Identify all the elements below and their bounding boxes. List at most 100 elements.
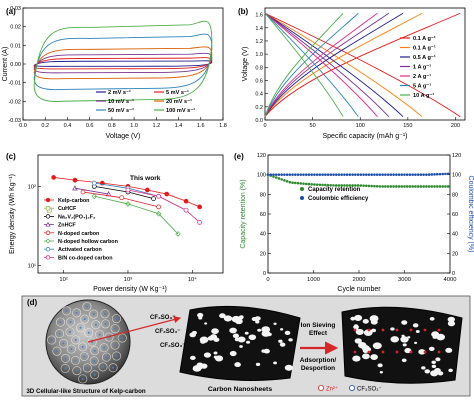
c-legend-marker bbox=[45, 197, 51, 203]
e-point bbox=[345, 184, 349, 187]
c-point bbox=[183, 198, 189, 204]
panel-b-frame bbox=[264, 7, 466, 121]
b-ytick-label: 0.2 bbox=[255, 105, 263, 111]
sphere-cell bbox=[59, 338, 69, 348]
e-point bbox=[310, 173, 313, 176]
nanosheet-pore bbox=[198, 316, 203, 320]
sphere-ion bbox=[98, 333, 101, 336]
nanosheet-pore bbox=[447, 316, 455, 323]
c-legend-marker bbox=[45, 247, 51, 252]
sphere-cell bbox=[47, 335, 57, 345]
e-point bbox=[362, 173, 365, 176]
b-legend-label: 5 A g⁻¹ bbox=[413, 83, 431, 90]
c-point bbox=[155, 210, 162, 217]
a-legend-label: 5 mV s⁻¹ bbox=[166, 89, 189, 96]
e-point bbox=[288, 180, 292, 184]
b-ytick-label: 1.2 bbox=[255, 39, 263, 45]
b-discharge-curve bbox=[264, 12, 404, 118]
sphere-ion bbox=[114, 344, 117, 347]
e-point bbox=[329, 183, 333, 187]
nanosheet-pore bbox=[197, 312, 204, 318]
c-ytick-label: 10² bbox=[28, 184, 36, 190]
e-point bbox=[364, 184, 368, 188]
c-point bbox=[72, 185, 78, 191]
e-point bbox=[337, 184, 341, 187]
a-xtick-label: 0.2 bbox=[41, 123, 49, 129]
sphere-cell bbox=[90, 370, 100, 380]
nanosheet-pore bbox=[401, 358, 407, 363]
c-xtick-label: 10² bbox=[59, 277, 67, 283]
e-point bbox=[299, 182, 303, 185]
sphere-ion bbox=[115, 317, 118, 320]
c-point bbox=[91, 180, 97, 186]
e-legend-label: Capacity retention bbox=[308, 187, 361, 193]
zn-ion bbox=[367, 350, 371, 354]
nanosheet-pore bbox=[418, 349, 426, 355]
panel-d: (d) CF₃SO₃⁻ CF₃SO₃⁻ CF₃SO₃⁻ Ion Sieving … bbox=[21, 295, 471, 397]
c-point bbox=[91, 193, 97, 200]
e-point bbox=[302, 182, 305, 185]
e-point bbox=[302, 173, 305, 176]
e-point bbox=[373, 173, 376, 176]
panel-b-xlabel: Specific capacity (mAh g⁻¹) bbox=[323, 133, 408, 140]
sphere-ion bbox=[62, 342, 65, 345]
e-xtick-label: 3000 bbox=[398, 277, 411, 283]
e-point bbox=[425, 173, 428, 176]
b-legend-label: 0.1 A g⁻¹ bbox=[413, 35, 436, 42]
panel-e-ylabel-right: Coulombic efficiency (%) bbox=[467, 176, 474, 253]
e-point bbox=[430, 173, 434, 176]
e-point bbox=[384, 173, 387, 176]
e-legend-label: Coulombic efficiency bbox=[308, 196, 369, 202]
e-point bbox=[408, 185, 412, 188]
e-point bbox=[313, 173, 316, 176]
e-point bbox=[414, 173, 417, 176]
sphere-cell bbox=[76, 323, 86, 333]
nanosheet-pore bbox=[251, 316, 258, 322]
nanosheet-pore bbox=[200, 363, 208, 369]
e-xtick-label: 0 bbox=[266, 277, 269, 283]
nanosheet-pore bbox=[235, 318, 243, 325]
sphere-ion bbox=[83, 318, 86, 321]
nanosheet-pore bbox=[370, 354, 378, 360]
b-legend-label: 2 A g⁻¹ bbox=[413, 73, 431, 80]
nanosheet-pore bbox=[377, 363, 383, 368]
nanosheet-pore bbox=[429, 317, 435, 321]
panel-a-xlabel: Voltage (V) bbox=[106, 133, 141, 140]
e-point bbox=[318, 173, 322, 176]
e-point bbox=[283, 173, 286, 176]
sphere-cell bbox=[108, 363, 118, 373]
e-point bbox=[272, 175, 275, 178]
sphere-ion bbox=[55, 350, 58, 353]
a-ytick-label: 0.00 bbox=[10, 62, 21, 68]
e-point bbox=[414, 185, 417, 188]
nanosheet-pore bbox=[246, 340, 251, 344]
sphere-cell bbox=[78, 342, 88, 352]
e-xtick-label: 1000 bbox=[307, 277, 320, 283]
nanosheet-pore bbox=[239, 345, 243, 348]
sphere-ion bbox=[104, 322, 107, 325]
c-legend-marker bbox=[45, 230, 51, 235]
e-point bbox=[310, 183, 313, 186]
sphere-cell bbox=[66, 344, 76, 354]
panel-e-label: (e) bbox=[234, 152, 244, 161]
sphere-cell bbox=[62, 306, 72, 316]
e-point bbox=[277, 173, 281, 176]
zn-ion bbox=[353, 328, 357, 332]
e-point bbox=[444, 185, 447, 188]
e-xtick-label: 2000 bbox=[353, 277, 366, 283]
nanosheet-pore bbox=[428, 346, 435, 352]
e-point bbox=[274, 173, 278, 176]
e-point bbox=[318, 183, 322, 187]
c-series-line bbox=[53, 177, 200, 208]
sphere-cell bbox=[52, 346, 62, 356]
nanosheet-pore bbox=[401, 334, 405, 338]
a-xtick-label: 1.4 bbox=[175, 123, 183, 129]
sphere-cell bbox=[66, 317, 76, 327]
e-point bbox=[299, 173, 303, 176]
nanosheet-pore bbox=[284, 364, 293, 371]
e-point bbox=[389, 185, 393, 188]
c-ytick-label: 10¹ bbox=[28, 263, 36, 269]
nanosheet-pore bbox=[234, 362, 241, 368]
